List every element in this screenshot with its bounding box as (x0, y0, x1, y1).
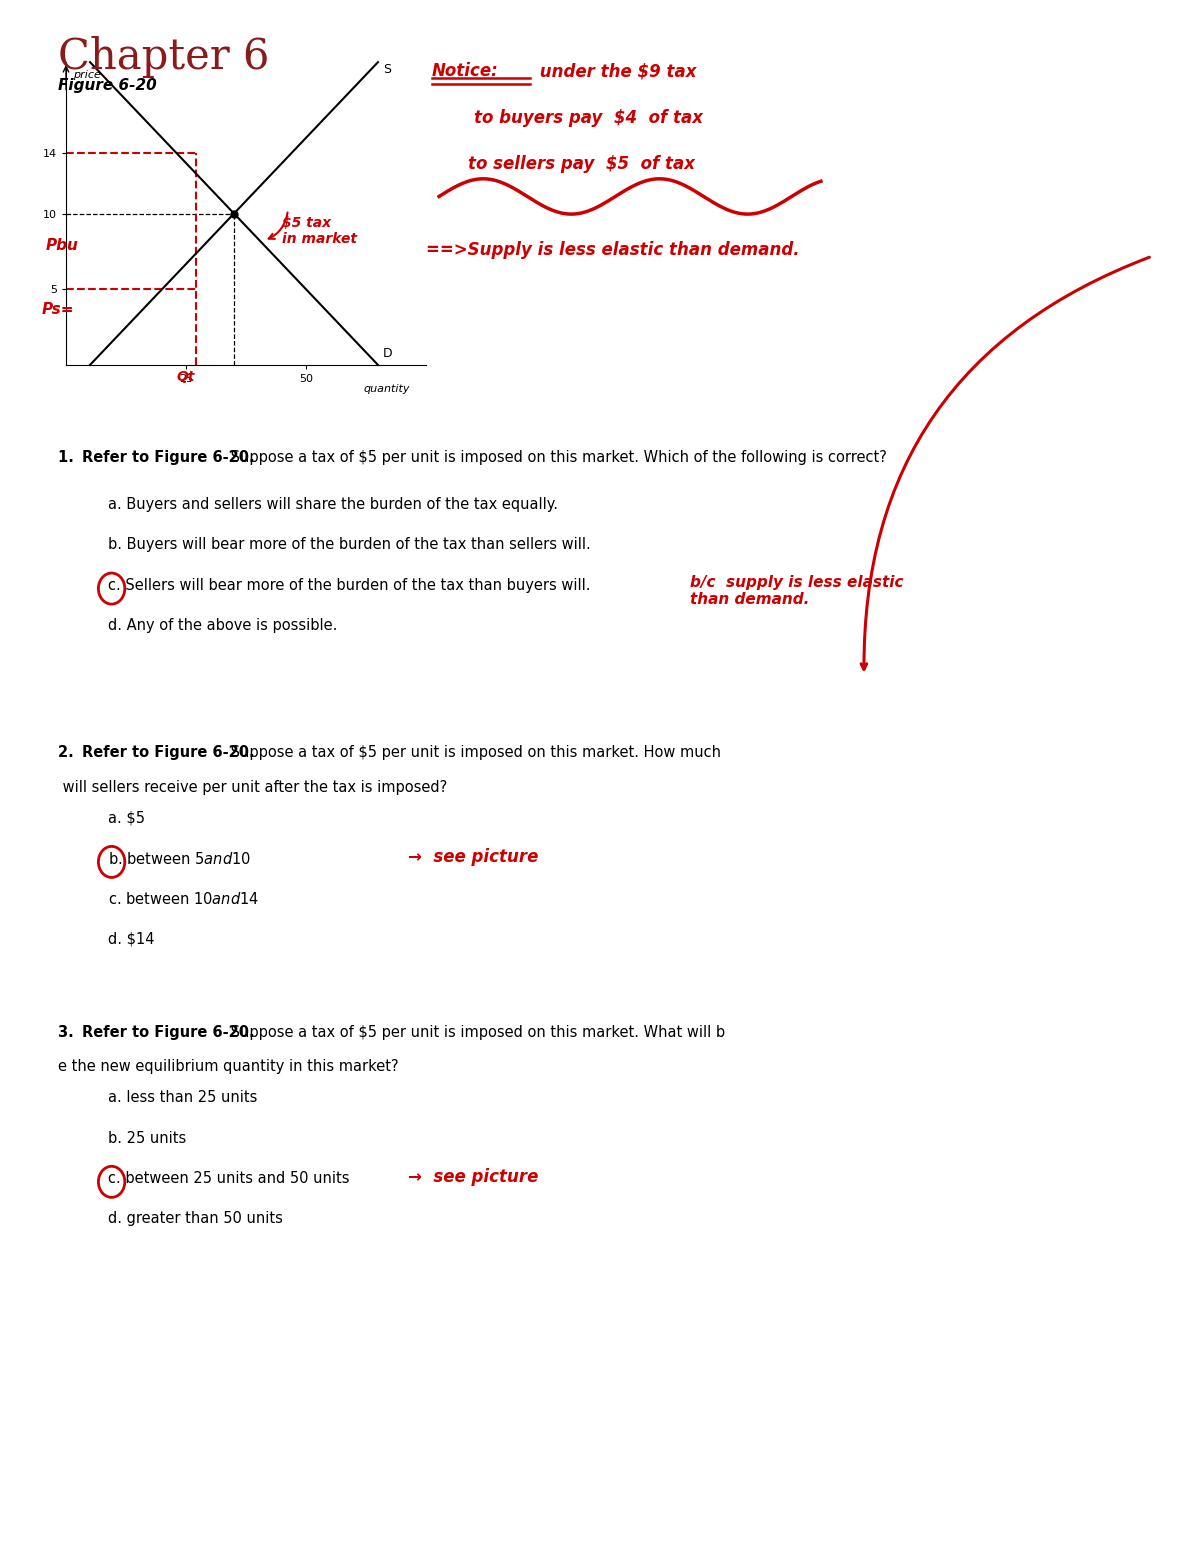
Text: quantity: quantity (364, 384, 410, 394)
Text: a. less than 25 units: a. less than 25 units (108, 1090, 257, 1106)
Text: b. Buyers will bear more of the burden of the tax than sellers will.: b. Buyers will bear more of the burden o… (108, 537, 590, 553)
Text: Suppose a tax of $5 per unit is imposed on this market. Which of the following i: Suppose a tax of $5 per unit is imposed … (227, 450, 887, 466)
Text: under the $9 tax: under the $9 tax (534, 62, 696, 81)
Text: a. Buyers and sellers will share the burden of the tax equally.: a. Buyers and sellers will share the bur… (108, 497, 558, 512)
Text: S: S (383, 64, 391, 76)
Text: Suppose a tax of $5 per unit is imposed on this market. What will b: Suppose a tax of $5 per unit is imposed … (227, 1025, 726, 1041)
Text: Figure 6-20: Figure 6-20 (58, 78, 156, 93)
Text: d. $14: d. $14 (108, 932, 155, 947)
Text: c. between 25 units and 50 units: c. between 25 units and 50 units (108, 1171, 349, 1186)
Text: e the new equilibrium quantity in this market?: e the new equilibrium quantity in this m… (58, 1059, 398, 1075)
Text: Suppose a tax of $5 per unit is imposed on this market. How much: Suppose a tax of $5 per unit is imposed … (227, 745, 721, 761)
Text: a. $5: a. $5 (108, 811, 145, 826)
Text: c. Sellers will bear more of the burden of the tax than buyers will.: c. Sellers will bear more of the burden … (108, 578, 590, 593)
Text: d. greater than 50 units: d. greater than 50 units (108, 1211, 283, 1227)
Text: D: D (383, 348, 392, 360)
Text: 3.: 3. (58, 1025, 78, 1041)
Text: Refer to Figure 6-20.: Refer to Figure 6-20. (82, 1025, 254, 1041)
Text: c. between $10 and $14: c. between $10 and $14 (108, 891, 259, 907)
Text: to sellers pay  $5  of tax: to sellers pay $5 of tax (468, 155, 695, 174)
Text: $5 tax
in market: $5 tax in market (282, 216, 358, 247)
Text: Pbu: Pbu (46, 238, 78, 253)
Text: 2.: 2. (58, 745, 78, 761)
Text: b. 25 units: b. 25 units (108, 1131, 186, 1146)
Text: b/c  supply is less elastic
than demand.: b/c supply is less elastic than demand. (690, 575, 904, 607)
Text: →  see picture: → see picture (408, 1168, 539, 1186)
Text: Chapter 6: Chapter 6 (58, 36, 269, 78)
Text: →  see picture: → see picture (408, 848, 539, 867)
Text: Notice:: Notice: (432, 62, 499, 81)
Text: 1.: 1. (58, 450, 79, 466)
Text: Qt: Qt (176, 370, 194, 384)
Text: ==>Supply is less elastic than demand.: ==>Supply is less elastic than demand. (426, 241, 799, 259)
Text: Refer to Figure 6-20.: Refer to Figure 6-20. (82, 745, 254, 761)
Text: to buyers pay  $4  of tax: to buyers pay $4 of tax (474, 109, 703, 127)
Text: will sellers receive per unit after the tax is imposed?: will sellers receive per unit after the … (58, 780, 446, 795)
Text: b. between $5 and $10: b. between $5 and $10 (108, 851, 251, 867)
Text: Ps=: Ps= (42, 301, 74, 317)
Text: Refer to Figure 6-20.: Refer to Figure 6-20. (82, 450, 254, 466)
Text: price: price (73, 70, 101, 79)
Text: d. Any of the above is possible.: d. Any of the above is possible. (108, 618, 337, 634)
